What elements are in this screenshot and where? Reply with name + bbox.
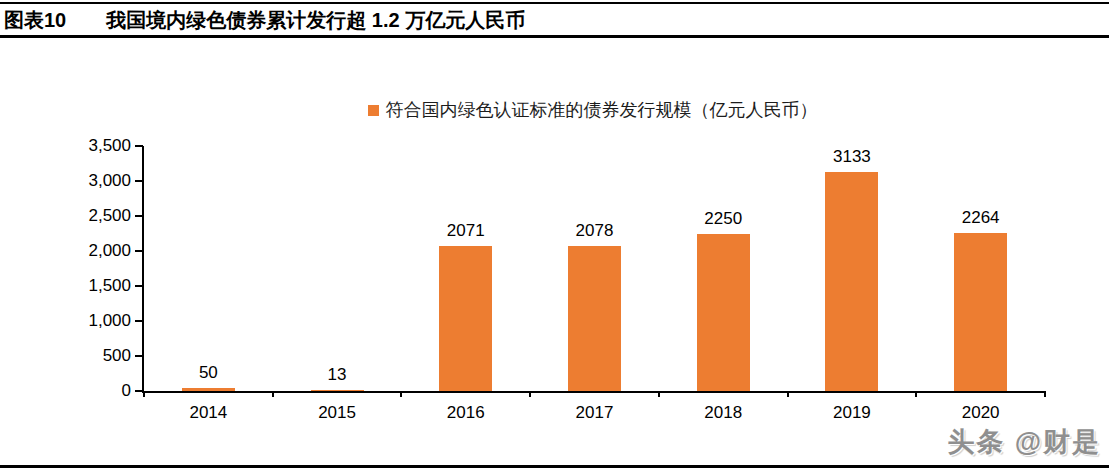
bar-value-label: 2250 <box>704 210 742 227</box>
y-axis-label: 500 <box>103 346 131 366</box>
y-axis-tick <box>135 180 143 182</box>
y-axis-label: 1,000 <box>88 311 131 331</box>
y-axis-tick <box>135 285 143 287</box>
bar-value-label: 3133 <box>833 148 871 165</box>
x-axis-tick <box>1044 391 1046 397</box>
y-axis-tick <box>135 215 143 217</box>
bar-value-label: 2071 <box>447 222 485 239</box>
top-rule-divider <box>0 2 1109 4</box>
bar-slot: 20712016 <box>401 146 530 391</box>
figure-header: 图表10 我国境内绿色债券累计发行超 1.2 万亿元人民币 <box>4 6 1109 34</box>
y-axis-tick <box>135 250 143 252</box>
legend-label: 符合国内绿色认证标准的债券发行规模（亿元人民币） <box>386 98 818 122</box>
bar <box>311 390 364 391</box>
y-axis-label: 3,500 <box>88 136 131 156</box>
bar <box>825 172 878 391</box>
x-axis-label: 2014 <box>144 403 273 423</box>
x-axis-tick <box>787 391 789 397</box>
y-axis-tick <box>135 145 143 147</box>
watermark: 头条 @财是 <box>947 424 1101 460</box>
bar-value-label: 2078 <box>576 222 614 239</box>
bar-slot: 22502018 <box>659 146 788 391</box>
bar <box>182 388 235 391</box>
bar-value-label: 50 <box>199 364 218 381</box>
figure-tag: 图表10 <box>4 7 66 34</box>
header-rule-divider <box>0 35 1109 38</box>
x-axis-tick <box>529 391 531 397</box>
y-axis-tick <box>135 355 143 357</box>
x-axis-label: 2016 <box>401 403 530 423</box>
bottom-rule-divider <box>0 465 1109 468</box>
bar-slot: 31332019 <box>788 146 917 391</box>
x-axis-tick <box>658 391 660 397</box>
legend-swatch-icon <box>368 105 379 116</box>
x-axis-label: 2017 <box>530 403 659 423</box>
bar-slot: 22642020 <box>916 146 1045 391</box>
x-axis-tick <box>272 391 274 397</box>
x-axis-tick <box>400 391 402 397</box>
y-axis-label: 2,000 <box>88 241 131 261</box>
bar <box>954 233 1007 391</box>
x-axis-label: 2019 <box>788 403 917 423</box>
chart-legend: 符合国内绿色认证标准的债券发行规模（亿元人民币） <box>142 99 1043 121</box>
bar <box>568 246 621 391</box>
y-axis-tick <box>135 390 143 392</box>
bar-value-label: 2264 <box>962 209 1000 226</box>
x-axis-label: 2015 <box>273 403 402 423</box>
y-axis-label: 0 <box>122 381 131 401</box>
plot-area: 3,5003,0002,5002,0001,5001,0005000502014… <box>142 146 1045 393</box>
y-axis-label: 2,500 <box>88 206 131 226</box>
bar-slot: 20782017 <box>530 146 659 391</box>
x-axis-tick <box>915 391 917 397</box>
y-axis-label: 1,500 <box>88 276 131 296</box>
y-axis-label: 3,000 <box>88 171 131 191</box>
bar-slot: 502014 <box>144 146 273 391</box>
x-axis-label: 2018 <box>659 403 788 423</box>
x-axis-label: 2020 <box>916 403 1045 423</box>
bar <box>697 234 750 392</box>
bar-slot: 132015 <box>273 146 402 391</box>
bar <box>439 246 492 391</box>
bar-value-label: 13 <box>328 366 347 383</box>
report-figure: 图表10 我国境内绿色债券累计发行超 1.2 万亿元人民币 符合国内绿色认证标准… <box>0 0 1109 472</box>
y-axis-tick <box>135 320 143 322</box>
figure-title: 我国境内绿色债券累计发行超 1.2 万亿元人民币 <box>106 7 525 34</box>
x-axis-tick <box>143 391 145 397</box>
